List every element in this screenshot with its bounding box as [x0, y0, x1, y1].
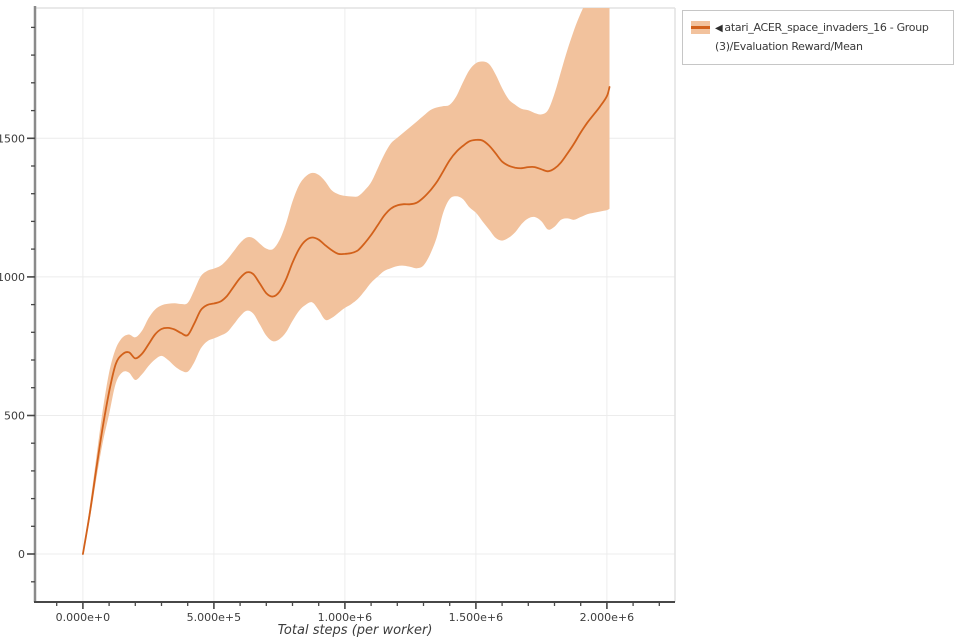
svg-text:2.000e+6: 2.000e+6 — [580, 611, 634, 624]
plot-area[interactable] — [35, 8, 675, 602]
svg-text:1.500e+6: 1.500e+6 — [449, 611, 503, 624]
svg-text:1.000e+6: 1.000e+6 — [318, 611, 372, 624]
collapse-series-icon[interactable]: ◀ — [715, 23, 723, 34]
legend-swatch-line-icon — [691, 26, 710, 29]
tick-marks — [27, 26, 660, 609]
x-axis-title: Total steps (per worker) — [278, 623, 433, 638]
svg-text:0: 0 — [18, 548, 25, 561]
svg-text:1500: 1500 — [0, 132, 25, 145]
svg-text:1000: 1000 — [0, 271, 25, 284]
mean-line — [82, 86, 611, 555]
confidence-band — [82, 8, 610, 554]
legend: ◀ atari_ACER_space_invaders_16 - Group(3)… — [682, 10, 954, 65]
svg-text:500: 500 — [4, 410, 25, 423]
svg-text:5.000e+5: 5.000e+5 — [187, 611, 241, 624]
y-axis-tick-labels: 0 500 1000 1500 — [0, 132, 25, 561]
legend-item[interactable]: ◀ atari_ACER_space_invaders_16 - Group(3)… — [715, 19, 944, 56]
x-axis-tick-labels: 0.000e+0 5.000e+5 1.000e+6 1.500e+6 2.000e+6 — [56, 611, 634, 624]
legend-series-swatch — [691, 21, 710, 34]
gridlines — [35, 7, 676, 602]
legend-item-label: atari_ACER_space_invaders_16 - Group(3)/… — [715, 21, 929, 53]
svg-text:0.000e+0: 0.000e+0 — [56, 611, 110, 624]
